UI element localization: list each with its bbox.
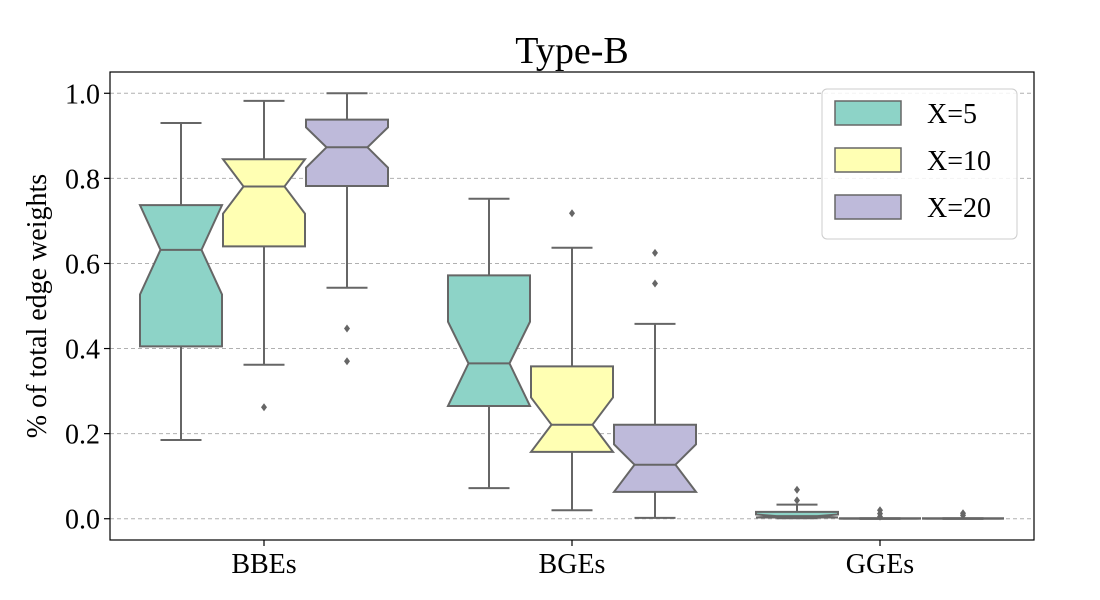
legend: X=5 X=10 X=20 xyxy=(822,89,1017,239)
y-tick-label: 1.0 xyxy=(65,79,100,110)
box-X=10-BGEs xyxy=(531,209,613,510)
legend-swatch xyxy=(835,148,901,172)
box-X=10-BBEs xyxy=(223,101,305,411)
box-X=20-BGEs xyxy=(614,249,696,518)
legend-swatch xyxy=(835,195,901,219)
outlier-point xyxy=(794,496,800,504)
notched-box xyxy=(140,205,222,346)
x-tick-label: BGEs xyxy=(539,549,606,580)
x-tick-label: BBEs xyxy=(231,549,296,580)
outlier-point xyxy=(652,279,658,287)
y-tick-label: 0.0 xyxy=(65,505,100,536)
box-X=10-GGEs xyxy=(839,506,921,520)
outlier-point xyxy=(261,403,267,411)
outlier-point xyxy=(344,325,350,333)
notched-box xyxy=(223,159,305,246)
outlier-point xyxy=(569,209,575,217)
box-X=5-BGEs xyxy=(448,199,530,488)
y-tick-label: 0.6 xyxy=(65,249,100,280)
legend-label: X=5 xyxy=(927,99,977,130)
y-tick-label: 0.2 xyxy=(65,420,100,451)
legend-swatch xyxy=(835,101,901,125)
x-tick-label: GGEs xyxy=(846,549,914,580)
notched-box xyxy=(614,425,696,492)
outlier-point xyxy=(652,249,658,257)
y-tick-label: 0.8 xyxy=(65,164,100,195)
box-X=5-GGEs xyxy=(756,486,838,519)
outlier-point xyxy=(344,357,350,365)
box-X=5-BBEs xyxy=(140,123,222,440)
notched-box xyxy=(531,366,613,452)
notched-box xyxy=(448,275,530,406)
boxplot-chart: Type-B % of total edge weights 0.0 0.2 0.4… xyxy=(0,0,1100,600)
box-X=20-GGEs xyxy=(922,509,1004,519)
box-X=20-BBEs xyxy=(306,93,388,365)
notched-box xyxy=(306,120,388,186)
legend-label: X=10 xyxy=(927,146,991,177)
outlier-point xyxy=(794,486,800,494)
legend-label: X=20 xyxy=(927,193,991,224)
y-tick-label: 0.4 xyxy=(65,335,100,366)
chart-title: Type-B xyxy=(515,30,628,72)
y-axis-label: % of total edge weights xyxy=(22,174,53,438)
